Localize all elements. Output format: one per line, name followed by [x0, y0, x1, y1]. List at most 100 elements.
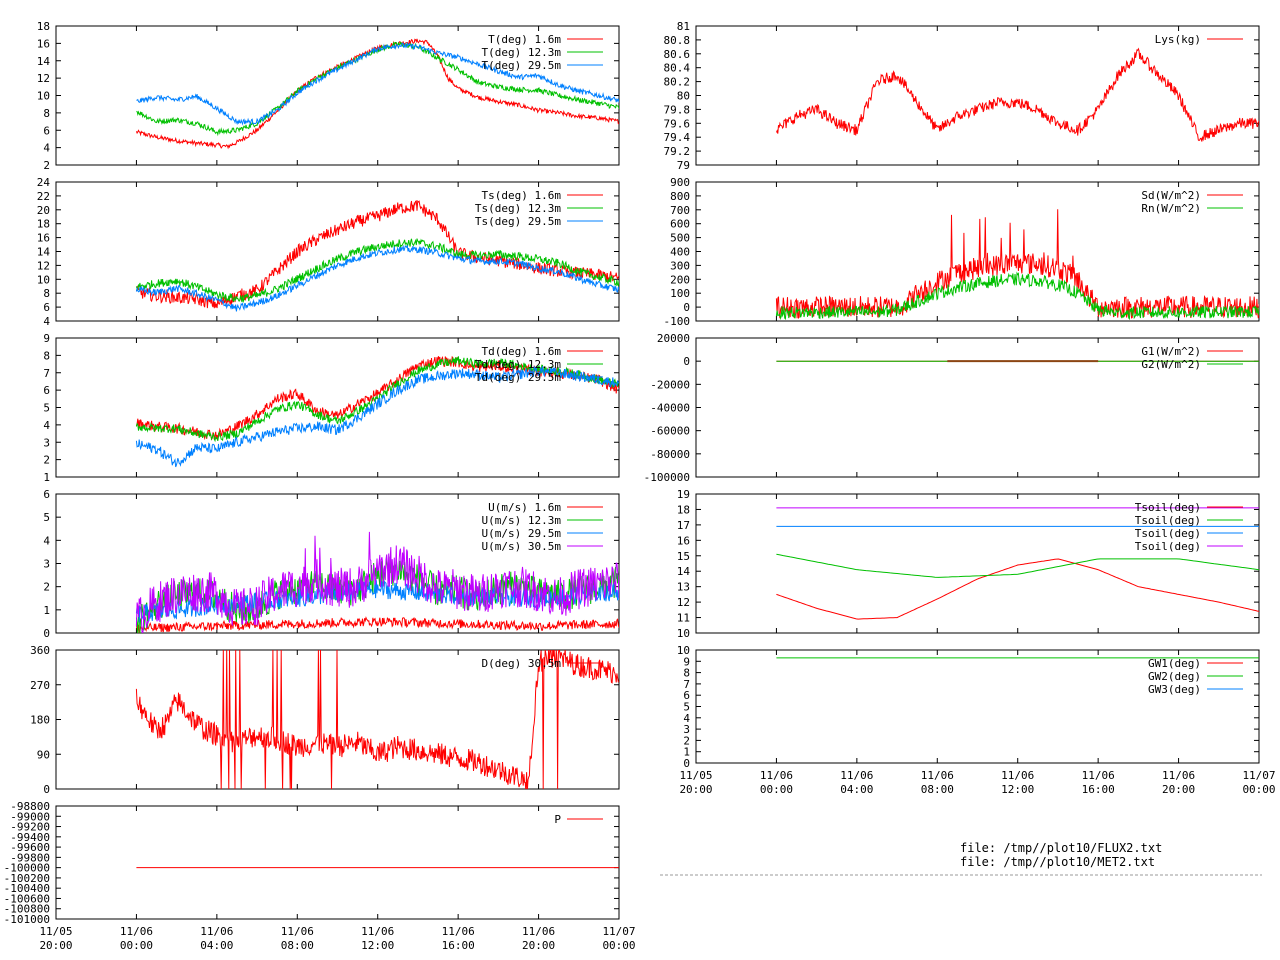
y-tick-label: 16: [677, 534, 690, 547]
panel-temp: 2 4 6 8 10 12 14 16 18 T(deg) 1.6mT(deg) 12.3mT(d…: [37, 20, 620, 172]
y-tick-label: 24: [37, 176, 51, 189]
series-line-1: [135, 38, 619, 150]
legend-label: D(deg) 30.5m: [482, 657, 562, 670]
series-line-1: [776, 558, 1259, 620]
y-tick-label: 2: [43, 159, 50, 172]
file-line-1: file: /tmp//plot10/FLUX2.txt: [960, 841, 1162, 855]
y-tick-label: 360: [30, 644, 50, 657]
y-tick-label: 900: [670, 176, 690, 189]
y-tick-label: 8: [43, 107, 50, 120]
y-tick-label: 3: [683, 723, 690, 736]
y-tick-label: 12: [37, 259, 50, 272]
y-tick-label: 79.6: [664, 117, 691, 130]
y-tick-label: -60000: [650, 425, 690, 438]
x-tick-label-date: 11/06: [200, 925, 233, 938]
y-tick-label: 17: [677, 519, 690, 532]
legend-label: G2(W/m^2): [1141, 358, 1201, 371]
legend-label: G1(W/m^2): [1141, 345, 1201, 358]
y-tick-label: 80.4: [664, 62, 691, 75]
y-tick-label: 600: [670, 218, 690, 231]
y-tick-label: 5: [683, 701, 690, 714]
y-tick-label: 16: [37, 37, 50, 50]
y-tick-label: -99400: [10, 831, 50, 844]
plot-area: [135, 355, 619, 468]
y-tick-label: 2: [683, 734, 690, 747]
y-tick-label: -101000: [4, 913, 50, 926]
legend-label: GW2(deg): [1148, 670, 1201, 683]
y-tick-label: 10: [677, 627, 690, 640]
y-tick-label: 13: [677, 581, 690, 594]
series-line-1: [775, 209, 1259, 320]
legend-label: Rn(W/m^2): [1141, 202, 1201, 215]
legend-label: T(deg) 1.6m: [488, 33, 561, 46]
legend-label: U(m/s) 12.3m: [482, 514, 562, 527]
legend-label: Ts(deg) 29.5m: [475, 215, 561, 228]
x-tick-label-time: 04:00: [840, 783, 873, 796]
x-tick-label-time: 20:00: [522, 939, 555, 952]
x-tick-label-time: 00:00: [120, 939, 153, 952]
y-tick-label: 10: [677, 644, 690, 657]
legend-label: Tsoil(deg): [1135, 501, 1201, 514]
y-tick-label: 400: [670, 246, 690, 259]
x-tick-label-time: 16:00: [1082, 783, 1115, 796]
y-tick-label: 80.2: [664, 76, 691, 89]
x-tick-label-date: 11/06: [1001, 769, 1034, 782]
x-tick-label-time: 16:00: [442, 939, 475, 952]
x-tick-label-date: 11/06: [1082, 769, 1115, 782]
y-tick-label: -40000: [650, 402, 690, 415]
legend-label: Td(deg) 29.5m: [475, 371, 561, 384]
legend-label: Td(deg) 12.3m: [475, 358, 561, 371]
y-tick-label: 9: [43, 332, 50, 345]
y-tick-label: 14: [677, 565, 691, 578]
plot-area: [776, 507, 1259, 620]
legend-label: Ts(deg) 1.6m: [482, 189, 562, 202]
y-tick-label: 20: [37, 204, 50, 217]
y-tick-label: 79.8: [664, 103, 691, 116]
legend-label: U(m/s) 1.6m: [488, 501, 561, 514]
y-tick-label: 8: [43, 349, 50, 362]
x-tick-label-date: 11/06: [760, 769, 793, 782]
y-tick-label: -99600: [10, 841, 50, 854]
x-tick-label-date: 11/07: [1242, 769, 1275, 782]
legend-label: T(deg) 12.3m: [482, 46, 562, 59]
y-tick-label: 79.2: [664, 145, 691, 158]
panel-pressure: -101000-100800-100600-100400-100200-1000…: [4, 800, 636, 952]
x-tick-label-time: 00:00: [602, 939, 635, 952]
x-tick-label-date: 11/05: [39, 925, 72, 938]
series-line-3: [135, 244, 619, 312]
x-tick-label-date: 11/06: [442, 925, 475, 938]
panel-groundwater: 01234567891011/0520:0011/0600:0011/0604:…: [677, 644, 1276, 796]
x-tick-label-time: 08:00: [281, 939, 314, 952]
panel-wind_speed: 0 1 2 3 4 5 6 U(m/s) 1.6mU(m/s) 12.3mU(m/s) 29.…: [43, 488, 620, 640]
y-tick-label: 6: [43, 301, 50, 314]
y-tick-label: 700: [670, 204, 690, 217]
series-line-2: [135, 238, 619, 304]
series-line-1: [775, 47, 1259, 142]
y-tick-label: 80.8: [664, 34, 691, 47]
y-tick-label: -99000: [10, 810, 50, 823]
y-tick-label: 270: [30, 679, 50, 692]
x-tick-label-time: 08:00: [921, 783, 954, 796]
y-tick-label: 4: [43, 315, 50, 328]
plot-area: [775, 47, 1259, 142]
series-line-3: [135, 365, 619, 468]
series-line-4: [135, 531, 619, 633]
y-tick-label: 10: [37, 273, 50, 286]
y-tick-label: 19: [677, 488, 690, 501]
legend-label: T(deg) 29.5m: [482, 59, 562, 72]
y-tick-label: -100400: [4, 882, 50, 895]
y-tick-label: -100600: [4, 892, 50, 905]
plot-area: [775, 209, 1259, 321]
y-tick-label: 3: [43, 436, 50, 449]
x-tick-label-date: 11/07: [602, 925, 635, 938]
legend-label: U(m/s) 30.5m: [482, 540, 562, 553]
y-tick-label: 6: [43, 488, 50, 501]
series-line-2: [775, 271, 1259, 321]
panel-frame: [55, 805, 620, 920]
y-tick-label: 6: [683, 689, 690, 702]
y-tick-label: 7: [43, 367, 50, 380]
